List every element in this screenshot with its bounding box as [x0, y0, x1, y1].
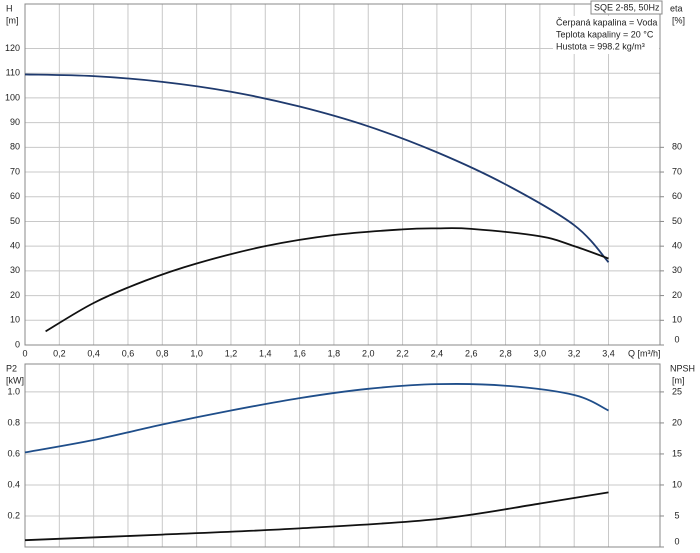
- x-tick-label: 3,4: [602, 348, 615, 358]
- x-tick-label: 0: [22, 348, 27, 358]
- x-tick-label: 1,8: [328, 348, 341, 358]
- y2-tick-label: 60: [672, 191, 682, 201]
- y2-tick-label: 0: [674, 334, 679, 344]
- curve-1-1: [24, 491, 609, 542]
- y-tick-label: 70: [10, 166, 20, 176]
- y-tick-label: 1.0: [7, 386, 20, 396]
- y2-tick-label: 25: [672, 386, 682, 396]
- y-tick-label: 0.4: [7, 479, 20, 489]
- x-tick-label: 2,8: [499, 348, 512, 358]
- y2-axis-label: eta: [670, 3, 683, 13]
- x-axis-label: Q [m³/h]: [628, 348, 661, 358]
- x-tick-label: 0,8: [156, 348, 169, 358]
- y-tick-label: 80: [10, 142, 20, 152]
- y2-tick-label: 0: [674, 536, 679, 546]
- title-box: [590, 0, 663, 15]
- y-tick-label: 100: [5, 92, 20, 102]
- curve-0-0: [24, 73, 610, 263]
- annotation: Teplota kapaliny = 20 °C: [556, 29, 654, 39]
- y2-tick-label: 5: [674, 510, 679, 520]
- annotation: Čerpaná kapalina = Voda: [556, 17, 657, 27]
- y-tick-label: 30: [10, 265, 20, 275]
- y-tick-label: 110: [6, 68, 20, 78]
- y-tick-label: 0.8: [7, 417, 20, 427]
- y2-axis-label: NPSH: [670, 363, 695, 373]
- x-tick-label: 1,4: [259, 348, 272, 358]
- y2-tick-label: 40: [672, 241, 682, 251]
- y2-tick-label: 80: [672, 142, 682, 152]
- y2-axis-unit: [%]: [672, 15, 685, 25]
- x-tick-label: 2,2: [396, 348, 409, 358]
- x-tick-label: 2,0: [362, 348, 375, 358]
- x-tick-label: 0,6: [122, 348, 135, 358]
- y-axis-unit: [m]: [6, 15, 19, 25]
- y-axis-label: H: [6, 3, 13, 13]
- y-tick-label: 0.6: [7, 448, 20, 458]
- y2-tick-label: 20: [672, 290, 682, 300]
- y-tick-label: 50: [10, 216, 20, 226]
- annotation: Hustota = 998.2 kg/m³: [556, 41, 645, 51]
- x-tick-label: 3,2: [568, 348, 581, 358]
- plot-frame: [24, 363, 661, 548]
- y2-tick-label: 20: [672, 417, 682, 427]
- y-tick-label: 0: [15, 339, 20, 349]
- x-tick-label: 3,0: [534, 348, 547, 358]
- y-tick-label: 0.2: [7, 510, 20, 520]
- y-tick-label: 20: [10, 290, 20, 300]
- y-tick-label: 40: [10, 241, 20, 251]
- x-tick-label: 1,0: [190, 348, 203, 358]
- y2-axis-unit: [m]: [672, 375, 685, 385]
- curve-0-1: [45, 227, 609, 333]
- y2-tick-label: 10: [672, 479, 682, 489]
- y2-tick-label: 15: [672, 448, 682, 458]
- y2-tick-label: 50: [672, 216, 682, 226]
- x-tick-label: 0,4: [87, 348, 100, 358]
- info-bg: [553, 16, 659, 54]
- x-tick-label: 2,4: [431, 348, 444, 358]
- y-tick-label: 60: [10, 191, 20, 201]
- y-tick-label: 90: [10, 117, 20, 127]
- y-axis-unit: [kW]: [6, 375, 24, 385]
- y-tick-label: 10: [10, 315, 20, 325]
- x-tick-label: 0,2: [53, 348, 66, 358]
- plot-frame: [24, 3, 661, 346]
- y-axis-label: P2: [6, 363, 17, 373]
- x-tick-label: 1,2: [225, 348, 238, 358]
- y2-tick-label: 70: [672, 166, 682, 176]
- x-tick-label: 2,6: [465, 348, 478, 358]
- curve-1-0: [24, 383, 609, 454]
- chart-title: SQE 2-85, 50Hz: [594, 2, 660, 12]
- x-tick-label: 1,6: [293, 348, 306, 358]
- y2-tick-label: 10: [672, 315, 682, 325]
- y2-tick-label: 30: [672, 265, 682, 275]
- y-tick-label: 120: [5, 43, 20, 53]
